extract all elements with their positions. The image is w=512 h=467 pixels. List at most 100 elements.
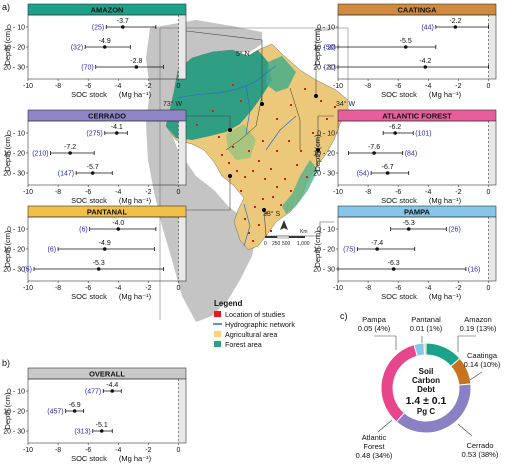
legend-label-agri: Agricultural area [225, 330, 277, 339]
location-of-studies [196, 84, 336, 242]
mean-label: -7.6 [368, 144, 380, 151]
connector-lines [177, 29, 334, 237]
x-tick-label: -10 [333, 285, 343, 292]
x-axis-label: SOC stock [71, 196, 107, 205]
panel-title-cerrado: CERRADO [88, 112, 126, 121]
x-axis-unit: (Mg ha⁻¹) [429, 196, 462, 205]
x-tick-label: -4 [115, 189, 121, 196]
x-tick-label: -2 [455, 83, 461, 90]
slice-value-atlantic-forest: 0.48 (34%) [356, 451, 393, 460]
sample-size-label: (70) [81, 65, 93, 72]
forest-area-amazon [166, 50, 272, 140]
sample-size-label: (457) [47, 409, 63, 416]
sample-size-label: (26) [448, 227, 460, 234]
leader-line [469, 371, 483, 381]
x-tick-label: -10 [333, 83, 343, 90]
mean-label: -6.2 [389, 124, 401, 131]
positive-region-shade [178, 121, 186, 185]
x-tick-label: 0 [487, 189, 491, 196]
sample-size-label: (313) [74, 429, 90, 436]
slice-name-pampa: Pampa [362, 315, 387, 324]
y-tick-label: 20 - 30 [3, 267, 25, 274]
mean-point [385, 171, 390, 175]
sample-size-label: (16) [468, 267, 480, 274]
positive-region-shade [178, 217, 186, 281]
lon-east-label: 34° W [336, 100, 356, 108]
legend-label-forest: Forest area [225, 340, 262, 349]
map-graticule [159, 27, 349, 320]
mean-point [423, 65, 428, 69]
donut-center-value: 1.4 ± 0.1 [406, 395, 447, 407]
mean-point [72, 409, 77, 413]
positive-region-shade [488, 217, 496, 281]
donut-center-line-1: Soil [419, 367, 434, 376]
legend-title: Legend [214, 299, 243, 308]
scale-bar: 0 250 500 1,000 Km [264, 229, 310, 247]
y-tick-label: 10 - 20 [3, 247, 25, 254]
x-tick-label: -4 [115, 285, 121, 292]
y-tick-label: 10 - 20 [3, 409, 25, 416]
mean-point [406, 227, 411, 231]
x-axis-unit: (Mg ha⁻¹) [429, 292, 462, 301]
x-axis-label: SOC stock [381, 292, 417, 301]
y-tick-label: 0 - 10 [317, 227, 335, 234]
x-tick-label: -4 [425, 83, 431, 90]
scale-tick-1000: 1,000 [297, 241, 310, 247]
mean-point [90, 171, 95, 175]
donut-center-unit: Pg C [417, 407, 435, 416]
slice-value-pantanal: 0.01 (1%) [410, 324, 443, 333]
x-tick-label: -8 [55, 285, 61, 292]
panel-title-caatinga: CAATINGA [397, 6, 437, 15]
y-tick-label: 20 - 30 [3, 171, 25, 178]
mean-label: -5.1 [96, 422, 108, 429]
positive-region-shade [488, 15, 496, 79]
x-tick-label: -4 [115, 83, 121, 90]
mean-label: -4.0 [112, 220, 124, 227]
y-tick-label: 10 - 20 [313, 151, 335, 158]
x-axis-label: SOC stock [71, 292, 107, 301]
x-tick-label: -8 [365, 83, 371, 90]
mean-point [121, 25, 125, 29]
x-axis-label: SOC stock [381, 196, 417, 205]
x-tick-label: 0 [177, 83, 181, 90]
panel-title-pantanal: PANTANAL [87, 208, 128, 217]
y-tick-label: 20 - 30 [3, 429, 25, 436]
mean-label: -4.9 [99, 38, 111, 45]
y-axis-label: Depth (cm) [3, 230, 12, 268]
mean-label: -2.2 [449, 18, 461, 25]
sample-size-label: (5) [23, 267, 32, 274]
x-axis-unit: (Mg ha⁻¹) [119, 196, 152, 205]
mean-label: -4.4 [106, 382, 118, 389]
panel-label-c: c) [340, 311, 348, 321]
donut-center-line-2: Carbon [412, 376, 440, 385]
y-axis-label: Depth (cm) [3, 28, 12, 66]
y-axis-label: Depth (cm) [313, 134, 322, 172]
mean-label: -5.3 [403, 220, 415, 227]
mean-label: -4.9 [99, 240, 111, 247]
y-tick-label: 10 - 20 [313, 247, 335, 254]
mean-point [102, 247, 107, 251]
x-tick-label: -6 [395, 285, 401, 292]
mean-point [102, 45, 107, 49]
y-tick-label: 20 - 30 [3, 65, 25, 72]
sample-size-label: (75) [343, 247, 355, 254]
map-legend: Legend Location of studies Hydrographic … [213, 299, 295, 349]
leader-line [377, 419, 393, 433]
x-axis-label: SOC stock [71, 90, 107, 99]
leader-line [457, 423, 473, 437]
biome-boundaries [225, 87, 301, 151]
sample-size-label: (210) [32, 151, 48, 158]
panel-label-a: a) [2, 2, 10, 12]
positive-region-shade [178, 15, 186, 79]
y-tick-label: 10 - 20 [313, 45, 335, 52]
mean-label: -4.2 [419, 58, 431, 65]
x-tick-label: 0 [487, 83, 491, 90]
x-tick-label: -2 [145, 83, 151, 90]
positive-region-shade [488, 121, 496, 185]
mean-label: -6.3 [388, 260, 400, 267]
